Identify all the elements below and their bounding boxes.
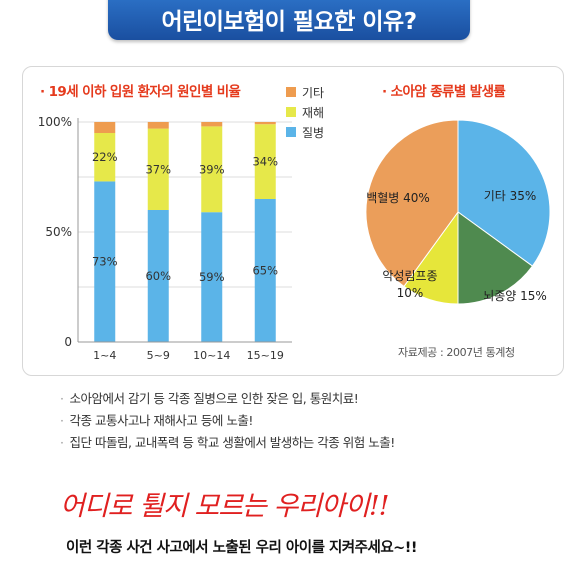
footer-message: 이런 각종 사건 사고에서 노출된 우리 아이를 지켜주세요~!!	[66, 540, 418, 556]
y-tick-label: 50%	[45, 225, 72, 239]
bar-segment	[201, 212, 223, 342]
x-tick-label: 5~9	[147, 349, 170, 362]
bar-legend: 기타 재해 질병	[286, 82, 324, 142]
legend-item-disease: 질병	[286, 122, 324, 142]
y-tick-label: 0	[64, 335, 72, 349]
bar-segment	[201, 126, 223, 213]
bullet-dot-icon: ·	[60, 413, 64, 428]
bar-data-label: 34%	[252, 155, 278, 169]
pie-labels: 기타 35% 뇌종양 15% 악성림프종 10% 백혈병 40%	[366, 189, 547, 303]
bar-segment	[254, 124, 276, 199]
legend-item-accident: 재해	[286, 102, 324, 122]
bar-data-label: 60%	[145, 269, 171, 283]
bullet-text: 소아암에서 감기 등 각종 질병으로 인한 잦은 입, 통원치료!	[69, 391, 359, 406]
bar-segment	[147, 128, 169, 210]
legend-swatch-disease	[286, 127, 296, 137]
legend-label-other: 기타	[302, 85, 325, 100]
bullet-item: · 집단 따돌림, 교내폭력 등 학교 생활에서 발생하는 각종 위험 노출!	[60, 432, 395, 454]
bar-segment	[254, 199, 276, 342]
bar-segment	[147, 210, 169, 342]
banner-title: 어린이보험이 필요한 이유?	[161, 9, 417, 35]
pie-slices	[365, 119, 551, 305]
pie-slice-label: 악성림프종	[382, 269, 437, 283]
bar-segment	[254, 122, 276, 125]
bar-data-label: 59%	[199, 270, 225, 284]
bullet-item: · 소아암에서 감기 등 각종 질병으로 인한 잦은 입, 통원치료!	[60, 388, 395, 410]
bar-data-label: 37%	[145, 162, 171, 176]
bar-segment	[147, 122, 169, 129]
bullet-dot-icon: ·	[60, 391, 64, 406]
pie-slice	[457, 211, 534, 305]
x-tick-label: 1~4	[93, 349, 116, 362]
slogan: 어디로 튈지 모르는 우리아이!!	[60, 491, 390, 522]
bullet-text: 집단 따돌림, 교내폭력 등 학교 생활에서 발생하는 각종 위험 노출!	[69, 435, 395, 450]
y-tick-label: 100%	[38, 115, 72, 129]
bar-tick-labels: 100% 50% 0 1~4 5~9 10~14 15~19	[38, 115, 284, 362]
pie-slice	[365, 119, 459, 288]
x-tick-label: 10~14	[193, 349, 230, 362]
legend-label-disease: 질병	[302, 125, 325, 140]
bar-segment	[201, 122, 223, 127]
pie-slice-label: 백혈병 40%	[366, 191, 430, 205]
pie-slice-label: 기타 35%	[484, 189, 537, 203]
bullet-list: · 소아암에서 감기 등 각종 질병으로 인한 잦은 입, 통원치료! · 각종 교…	[60, 388, 395, 454]
bar-segment	[94, 133, 116, 182]
x-tick-label: 15~19	[247, 349, 284, 362]
bullet-dot-icon: ·	[60, 435, 64, 450]
legend-label-accident: 재해	[302, 105, 325, 120]
bar-data-label: 39%	[199, 162, 225, 176]
bullet-text: 각종 교통사고나 재해사고 등에 노출!	[69, 413, 253, 428]
bar-data-label: 22%	[92, 150, 118, 164]
header-banner: 어린이보험이 필요한 이유?	[108, 0, 470, 40]
bar-data-label: 65%	[252, 264, 278, 278]
data-source: 자료제공 : 2007년 통계청	[398, 346, 515, 359]
pie-slice-label: 10%	[397, 286, 424, 300]
bar-marks: 73% 22% 60% 37% 59% 39% 65% 34%	[92, 122, 278, 342]
bar-segment	[94, 181, 116, 342]
legend-swatch-accident	[286, 107, 296, 117]
pie-chart-title: · 소아암 종류별 발생률	[382, 84, 506, 100]
legend-swatch-other	[286, 87, 296, 97]
legend-item-other: 기타	[286, 82, 324, 102]
bar-data-label: 73%	[92, 255, 118, 269]
pie-slice	[457, 119, 551, 267]
pie-slice-label: 뇌종양 15%	[483, 289, 547, 303]
bullet-item: · 각종 교통사고나 재해사고 등에 노출!	[60, 410, 395, 432]
bar-chart-title: · 19세 이하 입원 환자의 원인별 비율	[40, 84, 241, 100]
bar-segment	[94, 122, 116, 133]
